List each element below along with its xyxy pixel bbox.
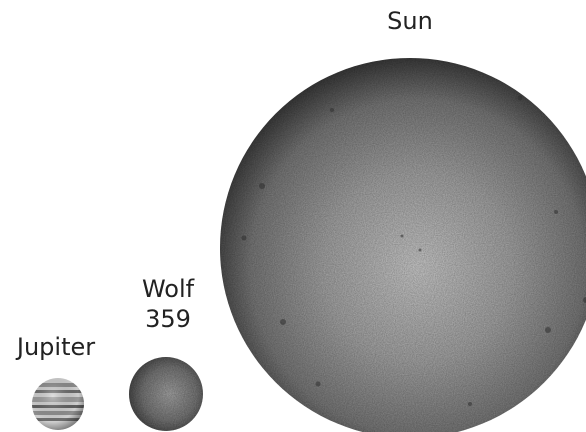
wolf-359-label: Wolf 359: [118, 274, 218, 334]
wolf-359-label-line1: Wolf: [141, 275, 195, 303]
wolf-359-sphere-icon: [129, 357, 203, 431]
jupiter-label: Jupiter: [16, 333, 96, 361]
sun-label: Sun: [387, 7, 433, 35]
sun-sphere-icon: [220, 58, 586, 432]
wolf-359-label-line2: 359: [145, 305, 191, 333]
jupiter-sphere-icon: [32, 378, 84, 430]
